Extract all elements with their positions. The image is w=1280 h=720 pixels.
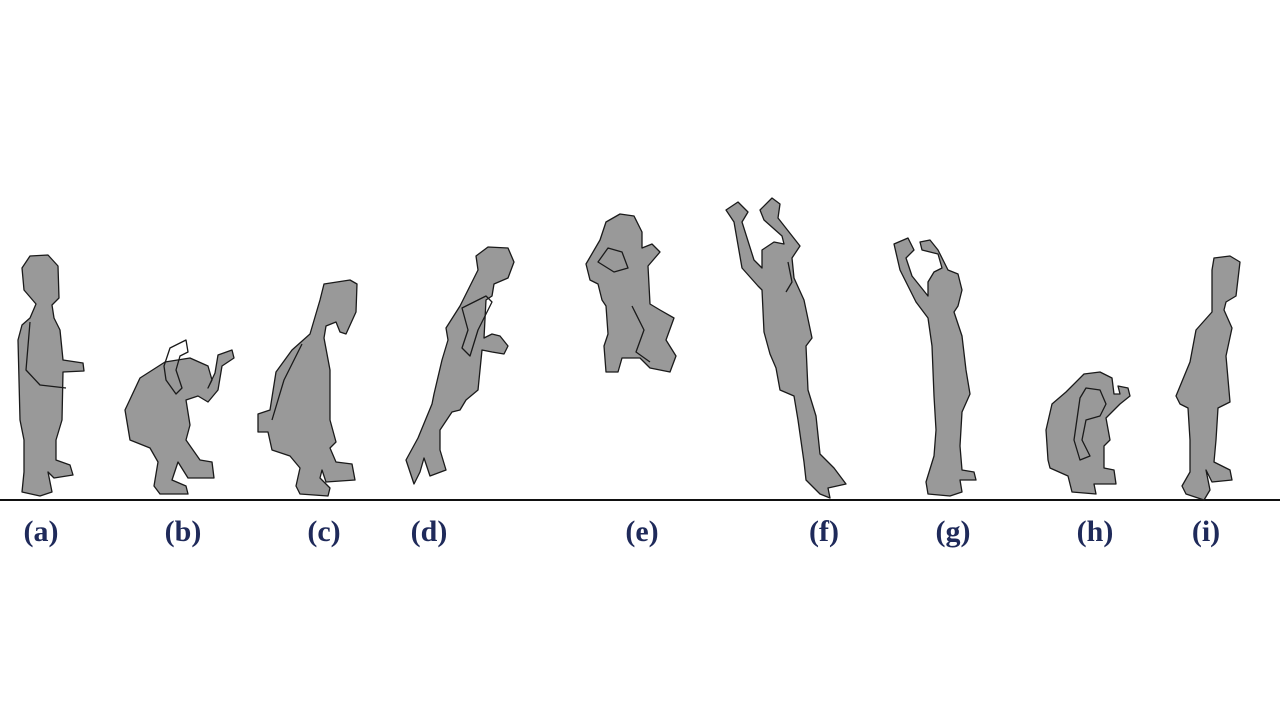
figure-b-crouch bbox=[124, 339, 235, 495]
figure-c-arms-back bbox=[257, 279, 358, 497]
label-g: (g) bbox=[936, 515, 971, 548]
figure-i-standing bbox=[1175, 255, 1241, 501]
figure-g-landing bbox=[893, 237, 977, 497]
label-d: (d) bbox=[411, 515, 448, 548]
label-c: (c) bbox=[307, 515, 340, 548]
label-b: (b) bbox=[165, 515, 202, 548]
figure-a-standing bbox=[17, 254, 85, 497]
label-e: (e) bbox=[625, 515, 658, 548]
label-i: (i) bbox=[1192, 515, 1220, 548]
figure-d-takeoff bbox=[405, 246, 515, 485]
figure-h-deep-crouch bbox=[1045, 371, 1131, 495]
label-h: (h) bbox=[1077, 515, 1114, 548]
label-a: (a) bbox=[24, 515, 59, 548]
figure-e-tucked-air bbox=[585, 213, 677, 373]
figure-f-peak-reach bbox=[725, 197, 847, 499]
label-f: (f) bbox=[809, 515, 839, 548]
